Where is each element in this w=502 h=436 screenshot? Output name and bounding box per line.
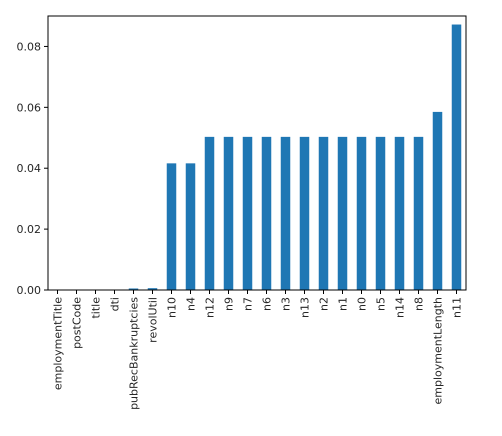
y-tick-label: 0.06	[17, 101, 42, 114]
bar-n8	[414, 137, 424, 290]
x-tick-label: n9	[223, 297, 236, 311]
x-tick-label: pubRecBankruptcies	[128, 297, 141, 410]
bar-n2	[319, 137, 329, 290]
x-tick-label: n14	[394, 297, 407, 318]
x-tick-label: n3	[280, 297, 293, 311]
y-tick-label: 0.00	[17, 284, 42, 297]
x-tick-label: n10	[166, 297, 179, 318]
bar-n1	[338, 137, 348, 290]
y-tick-label: 0.08	[17, 40, 42, 53]
x-axis: employmentTitle postCode title dti pubRecBan…	[52, 290, 464, 410]
x-tick-label: n5	[375, 297, 388, 311]
y-tick-label: 0.02	[17, 223, 42, 236]
y-axis: 0.00 0.02 0.04 0.06 0.08	[17, 40, 49, 297]
x-tick-label: title	[90, 297, 103, 319]
bar-n11	[452, 25, 462, 290]
bar-n3	[281, 137, 291, 290]
x-tick-label: n0	[356, 297, 369, 311]
x-tick-label: n11	[451, 297, 464, 318]
x-tick-label: n2	[318, 297, 331, 311]
bar-n0	[357, 137, 367, 290]
bar-n9	[224, 137, 234, 290]
bar-n4	[186, 163, 196, 290]
bar-n5	[376, 137, 386, 290]
bar-employmentLength	[433, 112, 443, 290]
bar-n14	[395, 137, 405, 290]
x-tick-label: employmentLength	[432, 297, 445, 404]
bar-n13	[300, 137, 310, 290]
x-tick-label: n7	[242, 297, 255, 311]
bar-n6	[262, 137, 272, 290]
bar-n10	[167, 163, 177, 290]
x-tick-label: n4	[185, 297, 198, 311]
x-tick-label: n8	[413, 297, 426, 311]
bar-n12	[205, 137, 215, 290]
x-tick-label: dti	[109, 297, 122, 311]
x-tick-label: n6	[261, 297, 274, 311]
bar-n7	[243, 137, 253, 290]
x-tick-label: revolUtil	[147, 297, 160, 343]
bars	[110, 25, 462, 290]
x-tick-label: n13	[299, 297, 312, 318]
y-tick-label: 0.04	[17, 162, 42, 175]
x-tick-label: postCode	[71, 297, 84, 349]
x-tick-label: n1	[337, 297, 350, 311]
x-tick-label: n12	[204, 297, 217, 318]
x-tick-label: employmentTitle	[52, 297, 65, 390]
